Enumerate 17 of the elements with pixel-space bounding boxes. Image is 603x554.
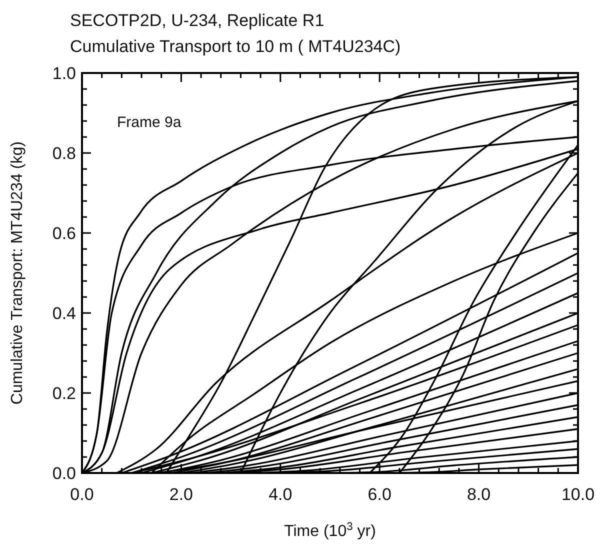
x-tick-label: 8.0 xyxy=(466,485,491,504)
x-tick-label: 4.0 xyxy=(268,485,292,504)
y-tick-label: 0.6 xyxy=(52,224,76,243)
x-axis-title: Time (10$^{3}$ yr) xyxy=(284,521,376,540)
x-tick-label: 10.0 xyxy=(561,485,595,504)
y-tick-label: 0.8 xyxy=(52,144,76,163)
annotation: Frame 9a xyxy=(117,114,182,131)
y-tick-label: 0.4 xyxy=(52,304,76,323)
x-tick-label: 6.0 xyxy=(368,485,392,504)
x-tick-label: 2.0 xyxy=(169,485,194,504)
x-tick-label: 0.0 xyxy=(70,485,94,504)
y-tick-label: 0.0 xyxy=(52,464,76,483)
y-tick-label: 0.2 xyxy=(52,384,76,403)
chart-title: SECOTP2D, U-234, Replicate R1 xyxy=(70,11,324,30)
y-axis-title: Cumulative Transport: MT4U234 (kg) xyxy=(9,141,26,405)
chart-subtitle: Cumulative Transport to 10 m ( MT4U234C) xyxy=(70,37,401,56)
y-tick-label: 1.0 xyxy=(52,64,76,83)
